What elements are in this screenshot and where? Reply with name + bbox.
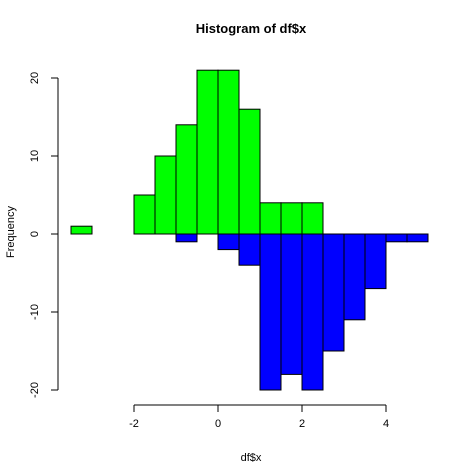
y-tick-label: -20 [29, 382, 41, 398]
histogram-bar-s1-9 [238, 108, 261, 235]
y-tick-label: 10 [29, 150, 41, 162]
x-tick-label: -2 [129, 418, 139, 430]
histogram-bar-s1-12 [301, 202, 324, 235]
y-tick-label: 0 [29, 231, 41, 237]
histogram-bar-s1-11 [280, 202, 303, 235]
x-tick-label: 4 [383, 418, 389, 430]
y-axis-label: Frequency [5, 206, 17, 258]
y-axis: -20 -10 0 10 20 [29, 72, 59, 398]
histogram-bar-s1-6 [175, 124, 198, 235]
histogram-bar-s2-7 [301, 233, 324, 391]
bars-group [70, 69, 429, 391]
x-tick-label: 2 [299, 418, 305, 430]
histogram-bar-s2-3 [217, 233, 240, 251]
histogram-bar-s2-4 [238, 233, 261, 266]
y-tick-label: -10 [29, 304, 41, 320]
histogram-bar-s2-5 [259, 233, 282, 391]
chart-title: Histogram of df$x [196, 21, 307, 36]
histogram-bar-s1-1 [70, 225, 93, 235]
histogram-bar-s2-11 [385, 233, 408, 243]
histogram-bar-s1-5 [154, 155, 177, 235]
histogram-bar-s2-10 [364, 233, 387, 290]
histogram-bar-s1-10 [259, 202, 282, 235]
histogram-bar-s1-4 [133, 194, 156, 235]
x-axis: -2 0 2 4 [129, 404, 389, 430]
y-tick-label: 20 [29, 72, 41, 84]
x-tick-label: 0 [215, 418, 221, 430]
histogram-bar-s1-7 [196, 69, 219, 235]
x-axis-label: df$x [241, 452, 262, 464]
histogram-bar-s1-8 [217, 69, 240, 235]
histogram-bar-s2-9 [343, 233, 366, 321]
histogram-bar-s2-12 [406, 233, 429, 243]
histogram-bar-s2-1 [175, 233, 198, 243]
histogram-bar-s2-8 [322, 233, 345, 352]
histogram-bar-s2-6 [280, 233, 303, 375]
